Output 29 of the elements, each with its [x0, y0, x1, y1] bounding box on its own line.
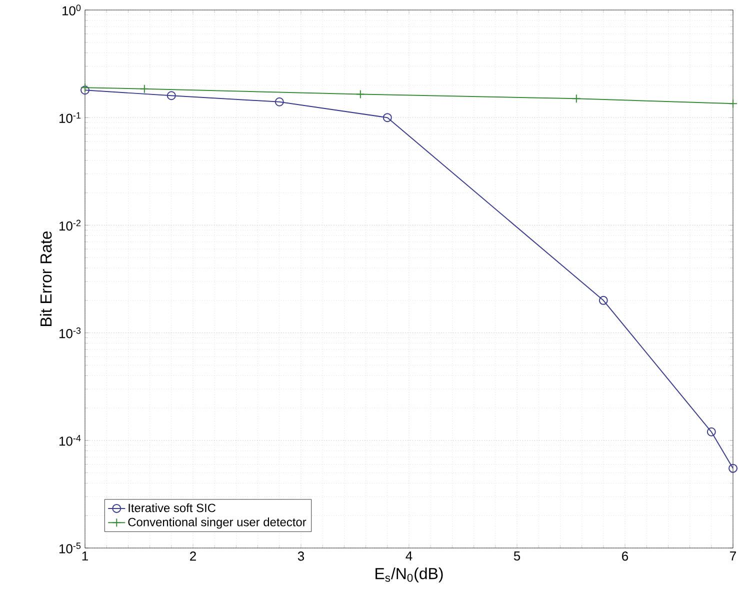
point: [598, 296, 608, 305]
point: [706, 427, 716, 436]
x-tick-label: 1: [82, 552, 88, 560]
point: [80, 83, 90, 92]
x-tick-label: 5: [514, 552, 520, 561]
y-axis-title: Bit Error Rate: [40, 231, 52, 326]
y-tick-label: 10$^{-4}$: [60, 435, 81, 446]
legend-label: Iterative soft SIC: [128, 503, 216, 512]
point: [356, 90, 365, 99]
point: [728, 99, 738, 108]
y-tick-label: 10$^{-5}$: [60, 542, 81, 554]
x-tick-label: 3: [298, 552, 304, 561]
x-tick-label: 2: [190, 552, 196, 561]
y-tick-label: 10$^{-1}$: [60, 112, 81, 123]
x-tick-label: 7: [730, 552, 736, 560]
point: [728, 464, 738, 473]
y-tick-label: 10$^{0}$: [62, 4, 81, 16]
y-tick-label: 10$^{-2}$: [60, 220, 81, 231]
point: [274, 97, 284, 106]
x-tick-label: 4: [406, 552, 412, 560]
y-tick-label: 10$^{-3}$: [60, 327, 81, 338]
point: [382, 113, 392, 122]
legend-label: Conventional singer user detector: [128, 518, 306, 529]
point: [166, 91, 176, 100]
x-axis-title: E$_{s}$/N$_{0}$(dB): [376, 568, 443, 582]
point: [80, 86, 90, 95]
x-tick-label: 6: [622, 552, 628, 561]
point: [572, 94, 581, 104]
point: [140, 84, 149, 94]
